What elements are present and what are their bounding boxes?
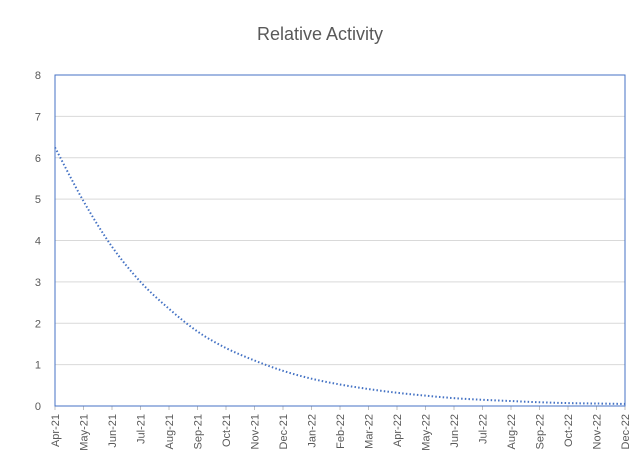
x-tick-label: Nov-22 bbox=[592, 414, 604, 449]
y-tick-label: 4 bbox=[35, 236, 41, 248]
x-tick-label: May-22 bbox=[421, 414, 433, 451]
x-tick-label: May-21 bbox=[79, 414, 91, 451]
series-layer bbox=[54, 146, 626, 405]
x-tick-label: Oct-22 bbox=[563, 414, 575, 447]
x-tick-label: Dec-21 bbox=[278, 414, 290, 449]
y-tick-label: 2 bbox=[35, 318, 41, 330]
x-tick-label: Aug-22 bbox=[506, 414, 518, 449]
chart-title: Relative Activity bbox=[256, 24, 384, 44]
y-tick-label: 5 bbox=[35, 194, 41, 206]
x-tick-label: Dec-22 bbox=[620, 414, 632, 449]
x-tick-label: Aug-21 bbox=[164, 414, 176, 449]
x-tick-label: Apr-22 bbox=[392, 414, 404, 447]
x-tick-label: Sep-21 bbox=[193, 414, 205, 449]
y-tick-label: 8 bbox=[35, 70, 41, 82]
x-tick-label: Jan-22 bbox=[307, 414, 319, 448]
x-tick-label: Jul-22 bbox=[478, 414, 490, 444]
x-tick-label: Feb-22 bbox=[335, 414, 347, 449]
x-tick-label: Jun-21 bbox=[107, 414, 119, 448]
x-tick-label: Jul-21 bbox=[136, 414, 148, 444]
x-tick-label: Apr-21 bbox=[50, 414, 62, 447]
y-tick-label: 6 bbox=[35, 153, 41, 165]
plot-border bbox=[54, 74, 626, 407]
x-axis: Apr-21 May-21 Jun-21 Jul-21 Aug-21 Sep-21 Oct-… bbox=[50, 406, 632, 451]
gridlines bbox=[55, 74, 625, 407]
y-axis: 0 1 2 3 4 5 6 7 8 bbox=[35, 70, 41, 413]
y-tick-label: 3 bbox=[35, 277, 41, 289]
x-tick-label: Sep-22 bbox=[535, 414, 547, 449]
y-tick-label: 7 bbox=[35, 111, 41, 123]
y-tick-label: 1 bbox=[35, 360, 41, 372]
x-tick-label: Oct-21 bbox=[221, 414, 233, 447]
series-line-0 bbox=[54, 146, 626, 405]
y-tick-label: 0 bbox=[35, 401, 41, 413]
x-tick-label: Mar-22 bbox=[364, 414, 376, 449]
x-tick-label: Jun-22 bbox=[449, 414, 461, 448]
x-tick-label: Nov-21 bbox=[250, 414, 262, 449]
